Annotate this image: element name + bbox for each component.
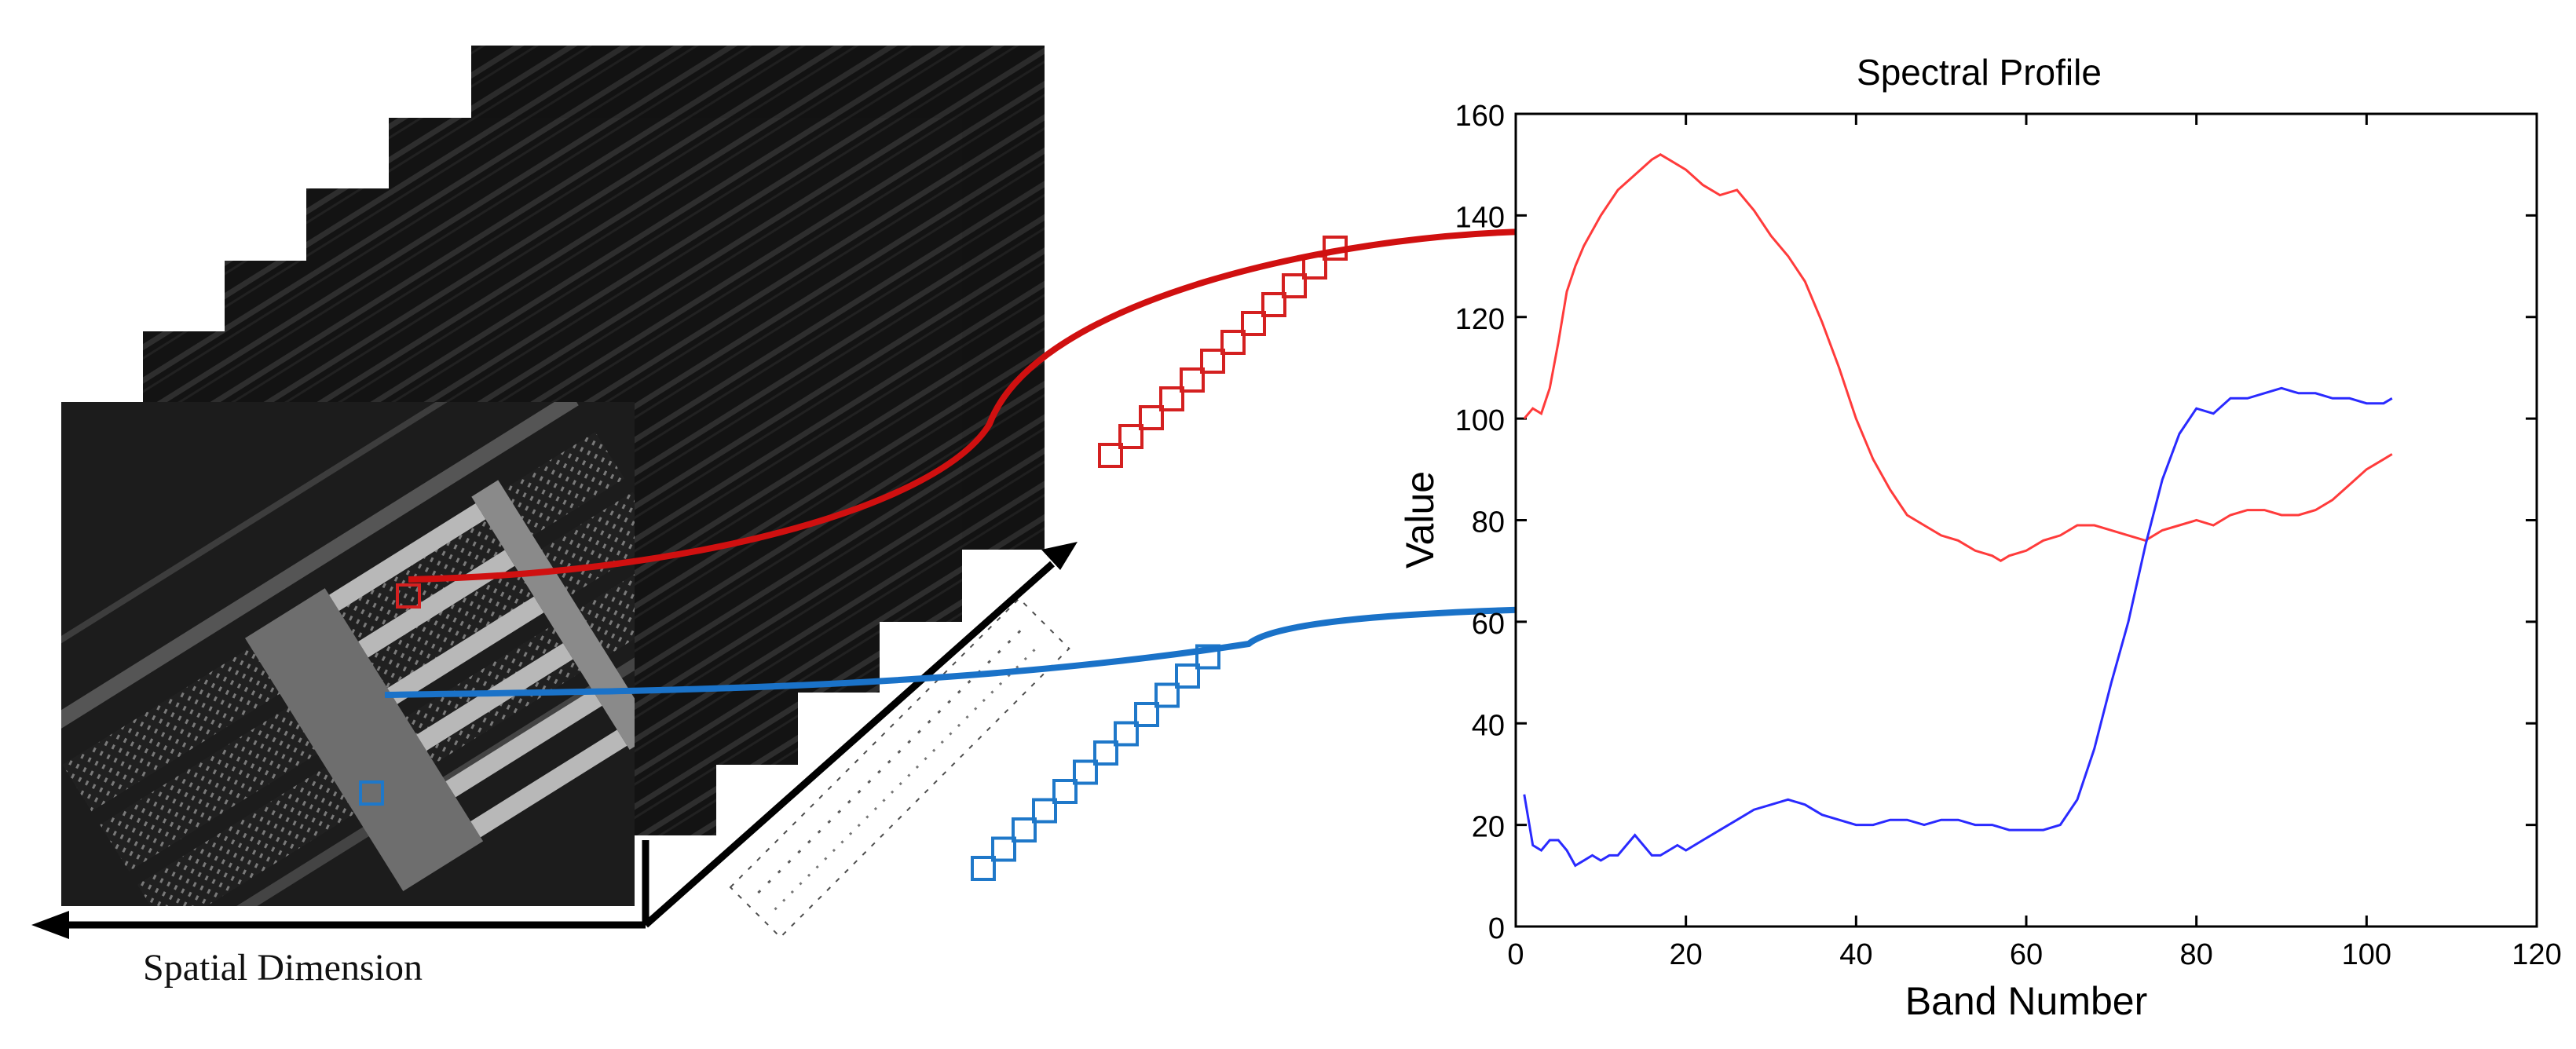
band-image-front xyxy=(61,402,635,906)
x-tick-label: 60 xyxy=(2010,938,2043,971)
blue-band-pixel xyxy=(971,856,996,881)
blue-band-pixel xyxy=(1012,817,1037,842)
x-axis-label: Band Number xyxy=(1905,979,2148,1023)
blue-pixel-spectrum xyxy=(971,644,1220,881)
blue-band-pixel xyxy=(1195,644,1220,670)
red-band-pixel xyxy=(1118,424,1143,449)
blue-band-pixel xyxy=(1114,721,1139,747)
y-tick-label: 140 xyxy=(1455,201,1505,234)
x-tick-label: 100 xyxy=(2342,938,2391,971)
chart-plot-area xyxy=(1514,112,2538,928)
arrow-up-right-icon xyxy=(1041,542,1078,570)
blue-band-pixel xyxy=(1175,663,1200,689)
y-tick-label: 160 xyxy=(1455,100,1505,133)
series-lines xyxy=(1523,153,2393,868)
band-slices xyxy=(729,597,1070,939)
y-tick-label: 120 xyxy=(1455,303,1505,336)
spectral-profile-chart: Spectral Profile 0 20 40 60 80 100 120 140 160 0… xyxy=(1398,52,2562,1023)
series-line-red-pixel xyxy=(1523,153,2393,563)
series-line-blue-pixel xyxy=(1523,386,2393,868)
arrow-left-icon xyxy=(31,911,69,939)
red-band-pixel xyxy=(1282,273,1307,298)
blue-band-pixel xyxy=(1154,682,1180,708)
building xyxy=(244,480,635,891)
red-band-pixel xyxy=(1159,386,1184,411)
red-band-pixel xyxy=(1220,330,1246,355)
spatial-axes: Spatial Dimension xyxy=(31,542,1078,989)
red-band-pixel xyxy=(1139,405,1164,430)
blue-band-pixel xyxy=(1032,798,1057,824)
x-axis: 0 20 40 60 80 100 120 xyxy=(1507,114,2562,971)
red-band-pixel xyxy=(1261,292,1286,317)
red-band-pixel xyxy=(1180,367,1205,393)
red-connector-arrow xyxy=(408,228,1528,583)
x-tick-label: 40 xyxy=(1839,938,1872,971)
x-tick-label: 120 xyxy=(2512,938,2561,971)
red-pixel-spectrum xyxy=(1098,236,1348,468)
red-band-pixel xyxy=(1241,311,1266,336)
x-tick-label: 20 xyxy=(1670,938,1703,971)
blue-band-pixel xyxy=(1073,759,1098,785)
y-tick-label: 20 xyxy=(1472,811,1505,844)
y-tick-label: 80 xyxy=(1472,506,1505,539)
spectral-axis-diagonal xyxy=(643,561,1055,928)
y-tick-label: 40 xyxy=(1472,709,1505,742)
x-tick-label: 0 xyxy=(1507,938,1524,971)
red-band-pixel xyxy=(1098,443,1123,468)
image-stack xyxy=(61,46,1045,906)
blue-band-pixel xyxy=(1093,740,1118,766)
blue-pixel-marker xyxy=(359,780,384,806)
spatial-dimension-label: Spatial Dimension xyxy=(143,947,423,989)
y-tick-label: 60 xyxy=(1472,608,1505,641)
y-axis: 0 20 40 60 80 100 120 140 160 xyxy=(1455,100,2537,945)
y-tick-label: 0 xyxy=(1488,912,1505,945)
x-tick-label: 80 xyxy=(2180,938,2213,971)
blue-band-pixel xyxy=(991,836,1016,862)
y-tick-label: 100 xyxy=(1455,404,1505,437)
chart-title: Spectral Profile xyxy=(1857,52,2102,93)
red-band-pixel xyxy=(1200,349,1225,374)
blue-band-pixel xyxy=(1134,702,1159,727)
y-axis-label: Value xyxy=(1398,471,1442,568)
blue-band-pixel xyxy=(1052,779,1078,804)
red-pixel-marker xyxy=(396,583,421,609)
